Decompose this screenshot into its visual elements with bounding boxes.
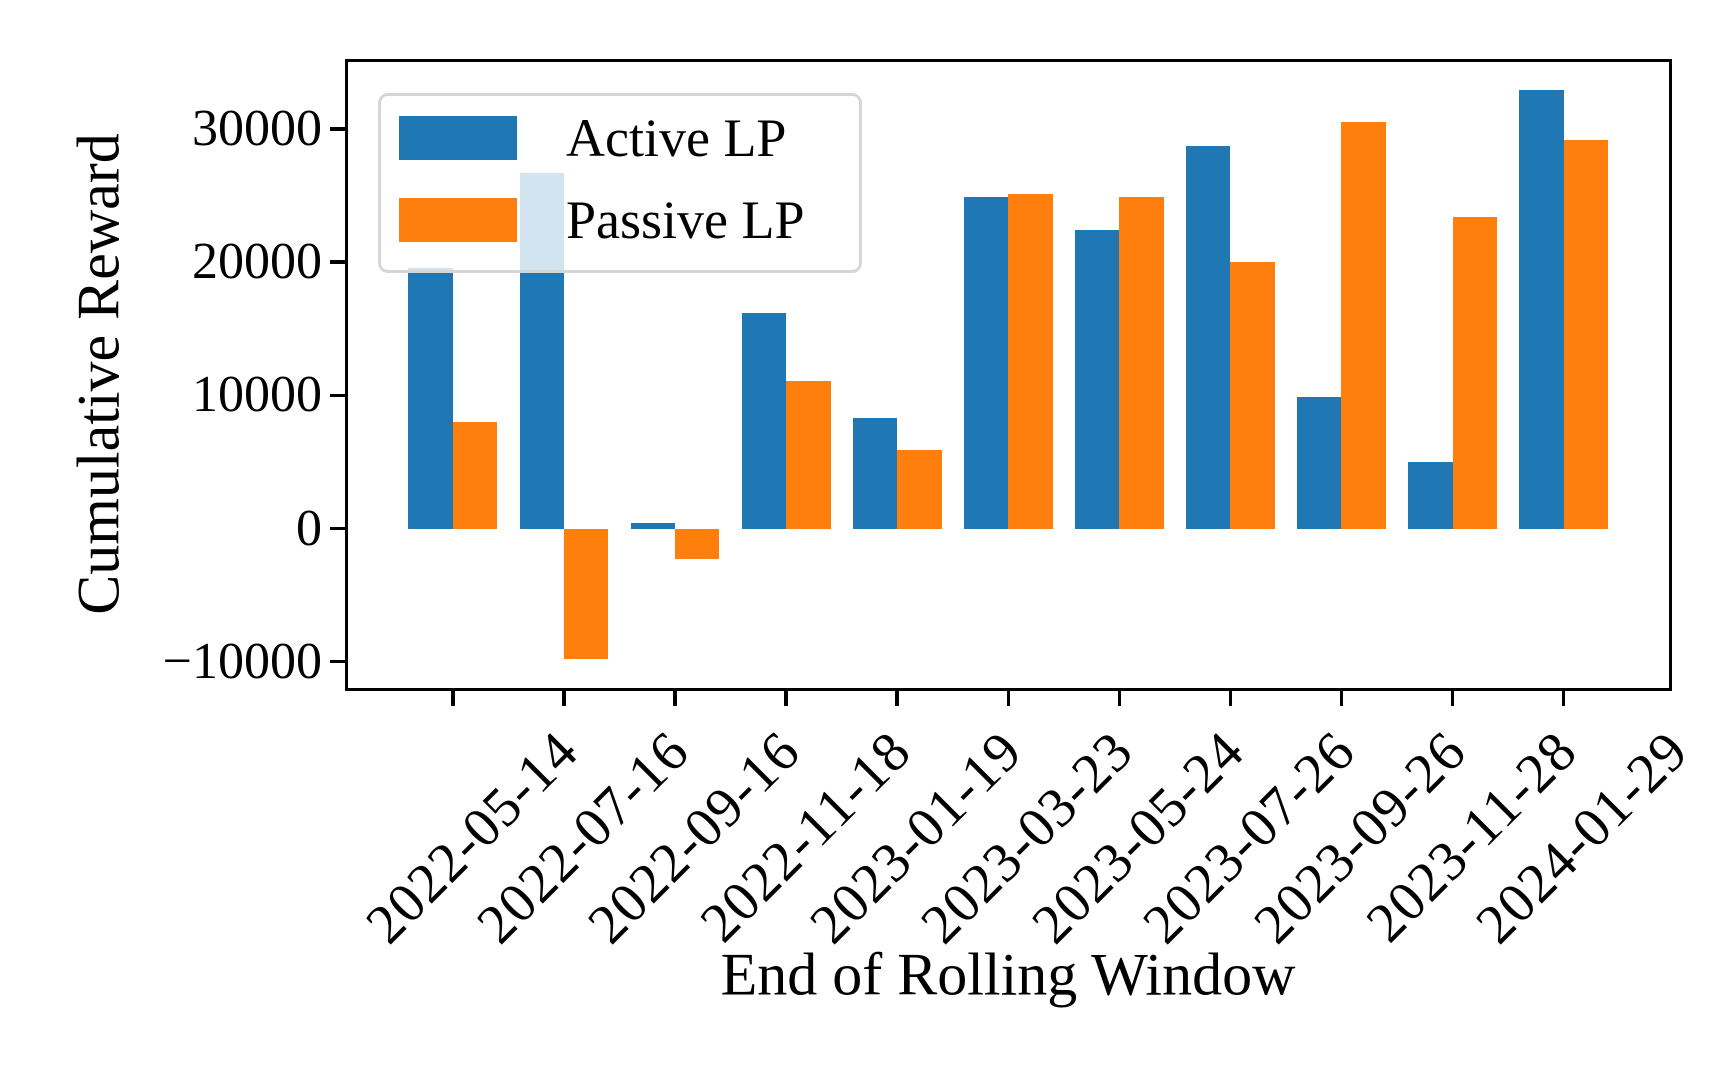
bar-active-lp-2022-11-18: [741, 312, 787, 529]
legend-label-active-lp: Active LP: [566, 108, 787, 168]
x-tick-mark-2022-09-16: [673, 690, 677, 706]
y-tick-label-30000: 30000: [192, 100, 322, 158]
bar-active-lp-2022-05-14: [408, 267, 453, 529]
bar-active-lp-2023-01-19: [852, 418, 898, 529]
bar-passive-lp-2022-09-16: [675, 528, 720, 560]
y-tick-label-10000: 10000: [192, 366, 322, 424]
bar-passive-lp-2022-11-18: [786, 380, 831, 529]
bar-active-lp-2023-11-28: [1408, 461, 1453, 529]
legend-label-passive-lp: Passive LP: [566, 190, 805, 250]
bar-active-lp-2024-01-29: [1519, 90, 1564, 529]
y-tick-mark-20000: [330, 260, 345, 264]
x-tick-mark-2022-07-16: [562, 690, 566, 706]
bar-passive-lp-2023-07-26: [1230, 262, 1275, 529]
y-tick-label-0: 0: [296, 499, 322, 557]
legend-item-passive-lp: Passive LP: [399, 193, 805, 247]
x-tick-mark-2023-09-26: [1339, 690, 1344, 706]
bar-passive-lp-2022-07-16: [563, 528, 609, 660]
bar-active-lp-2023-05-24: [1074, 230, 1120, 529]
x-tick-mark-2022-11-18: [784, 690, 788, 706]
y-tick-label-20000: 20000: [192, 233, 322, 291]
x-tick-mark-2022-05-14: [451, 690, 455, 706]
y-tick-mark-10000: [330, 393, 345, 398]
y-tick-label--10000: −10000: [162, 632, 322, 690]
bar-passive-lp-2023-01-19: [897, 449, 942, 529]
bar-passive-lp-2023-09-26: [1341, 122, 1386, 529]
bar-passive-lp-2023-05-24: [1119, 196, 1164, 529]
passive-lp-color-swatch: [399, 198, 517, 242]
x-tick-mark-2024-01-29: [1561, 690, 1566, 706]
legend-item-active-lp: Active LP: [399, 111, 786, 165]
bar-passive-lp-2023-03-23: [1008, 194, 1053, 529]
bar-active-lp-2023-07-26: [1185, 146, 1231, 529]
x-tick-mark-2023-03-23: [1006, 690, 1010, 706]
bar-passive-lp-2023-11-28: [1452, 216, 1497, 529]
bar-passive-lp-2022-05-14: [452, 422, 498, 529]
y-tick-mark-0: [330, 526, 345, 531]
bar-active-lp-2022-09-16: [630, 523, 676, 529]
active-lp-color-swatch: [399, 116, 517, 160]
bar-active-lp-2023-09-26: [1297, 396, 1342, 529]
x-tick-mark-2023-05-24: [1117, 690, 1122, 706]
y-tick-mark--10000: [330, 659, 345, 664]
y-tick-mark-30000: [330, 127, 345, 131]
x-tick-mark-2023-11-28: [1450, 690, 1455, 706]
x-tick-mark-2023-07-26: [1228, 690, 1233, 706]
bar-passive-lp-2024-01-29: [1563, 139, 1609, 529]
legend: Active LP Passive LP: [378, 93, 862, 273]
x-tick-mark-2023-01-19: [895, 690, 899, 706]
bar-active-lp-2023-03-23: [963, 196, 1009, 529]
